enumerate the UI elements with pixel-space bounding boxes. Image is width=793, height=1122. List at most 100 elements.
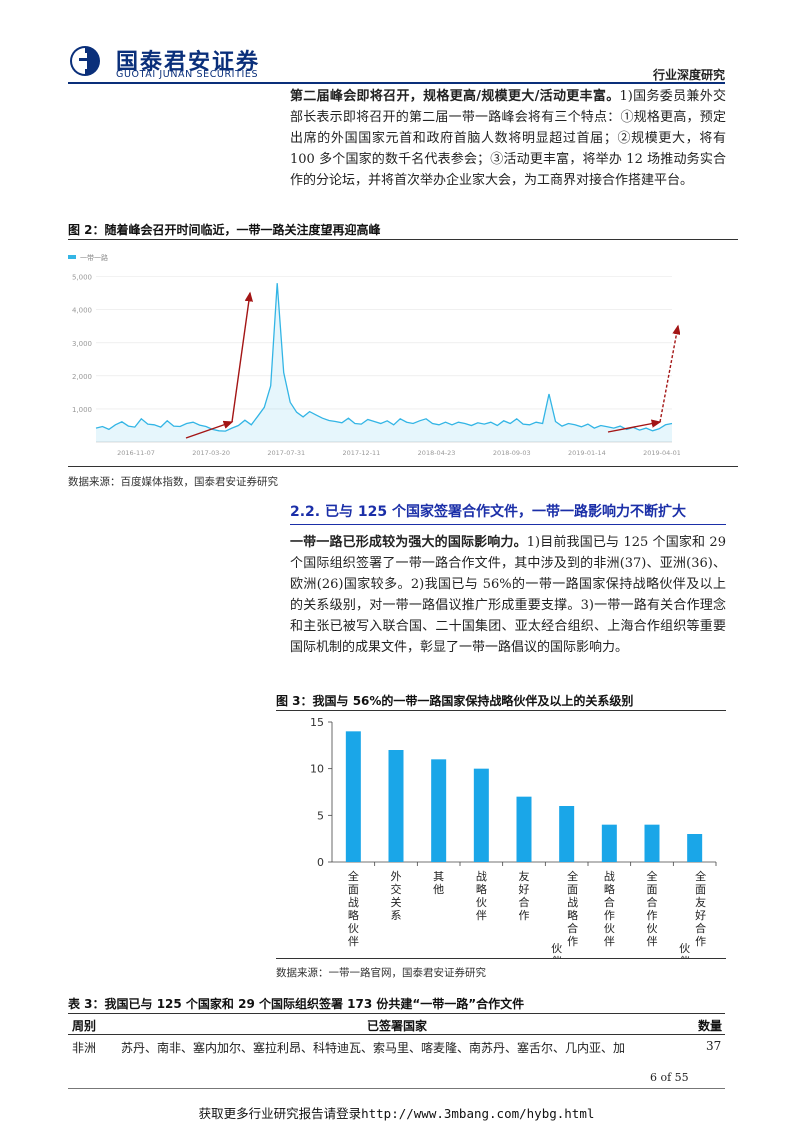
bar (473, 768, 489, 862)
svg-text:战: 战 (348, 896, 359, 909)
table3-title: 表 3：我国已与 125 个国家和 29 个国际组织签署 173 份共建“一带一… (68, 997, 525, 1011)
page-number: 6 of 55 (650, 1071, 689, 1084)
guotai-logo-icon (70, 46, 100, 76)
svg-text:伙: 伙 (348, 922, 359, 935)
svg-text:伙: 伙 (604, 922, 615, 935)
svg-text:作: 作 (604, 909, 615, 922)
svg-text:合: 合 (647, 895, 658, 909)
y-tick-label: 3,000 (72, 340, 92, 348)
table3-top-rule (68, 1013, 725, 1014)
x-tick-label: 2017-12-11 (343, 449, 381, 457)
svg-text:略: 略 (348, 908, 359, 922)
paragraph-influence: 一带一路已形成较为强大的国际影响力。1)目前我国已与 125 个国家和 29 个… (290, 532, 726, 658)
table-cell-count: 37 (706, 1039, 722, 1053)
bar (345, 731, 361, 862)
y-tick-label: 1,000 (72, 406, 92, 414)
table-cell-region: 非洲 (72, 1041, 97, 1055)
footer-divider (68, 1088, 725, 1089)
svg-text:合: 合 (567, 921, 578, 935)
table-header-countries: 已签署国家 (367, 1019, 428, 1033)
svg-text:面: 面 (647, 883, 658, 896)
svg-text:伴: 伴 (348, 935, 359, 948)
annotation-arrow-1 (185, 420, 234, 439)
svg-text:好: 好 (519, 882, 530, 896)
y-tick-label: 5,000 (72, 274, 92, 282)
svg-text:战: 战 (604, 870, 615, 883)
category-label: 全面战略合作伙伴 (551, 869, 578, 958)
svg-text:作: 作 (695, 935, 706, 948)
legend-label: 一带一路 (80, 253, 108, 262)
legend-swatch (68, 255, 76, 259)
svg-text:作: 作 (647, 909, 658, 922)
paragraph-summit: 第二届峰会即将召开，规格更高/规模更大/活动更丰富。1)国务委员兼外交部长表示即… (290, 86, 726, 191)
svg-text:他: 他 (433, 883, 444, 896)
y-tick-label: 2,000 (72, 373, 92, 381)
svg-text:外: 外 (391, 870, 402, 883)
logo-chinese-name: 国泰君安证券 (116, 50, 261, 75)
figure2-top-rule (68, 239, 738, 240)
svg-text:伙: 伙 (476, 896, 487, 909)
svg-text:伴: 伴 (476, 909, 487, 922)
svg-text:伙: 伙 (551, 942, 562, 955)
category-label: 全面友好合作伙伴 (679, 869, 706, 958)
svg-text:作: 作 (519, 909, 530, 922)
svg-text:其: 其 (433, 870, 444, 883)
figure3-top-rule (276, 710, 726, 711)
footer-link[interactable]: 获取更多行业研究报告请登录http://www.3mbang.com/hybg.… (198, 1106, 595, 1121)
figure2-gridlines (96, 276, 672, 443)
figure3-bottom-rule (276, 958, 726, 959)
svg-text:略: 略 (604, 882, 615, 896)
table-cell-countries: 苏丹、南非、塞内加尔、塞拉利昂、科特迪瓦、索马里、喀麦隆、南苏丹、塞舌尔、几内亚… (121, 1041, 626, 1055)
table3-header-rule (68, 1034, 725, 1035)
bar (601, 824, 617, 862)
svg-text:好: 好 (695, 908, 706, 922)
category-label: 战略伙伴 (476, 870, 487, 922)
figure2-source: 数据来源：百度媒体指数，国泰君安证券研究 (68, 476, 278, 488)
y-tick-label: 4,000 (72, 307, 92, 315)
report-type-label: 行业深度研究 (652, 68, 725, 82)
x-tick-label: 2017-03-20 (192, 449, 230, 457)
svg-text:伴: 伴 (551, 955, 562, 958)
svg-text:伙: 伙 (647, 922, 658, 935)
svg-text:作: 作 (567, 935, 578, 948)
svg-text:关: 关 (391, 895, 402, 909)
table-header-region: 周别 (72, 1019, 97, 1033)
svg-text:系: 系 (391, 909, 402, 922)
figure2-legend: 一带一路 (68, 253, 108, 262)
bar (516, 796, 532, 862)
svg-text:全: 全 (647, 869, 658, 883)
figure2-line-chart: 一带一路 1,000 2,000 3,000 4,000 5,000 2016-11-0… (68, 253, 680, 457)
svg-text:略: 略 (567, 908, 578, 922)
svg-text:伙: 伙 (679, 942, 690, 955)
y-tick-label: 0 (317, 856, 324, 869)
svg-text:面: 面 (567, 883, 578, 896)
paragraph-influence-body: 1)目前我国已与 125 个国家和 29 个国际组织签署了一带一路合作文件，其中… (290, 535, 726, 655)
svg-text:面: 面 (695, 883, 706, 896)
figure2-bottom-rule (68, 466, 738, 467)
figure3-bars (345, 731, 703, 862)
annotation-arrow-3 (607, 419, 662, 433)
svg-text:合: 合 (695, 921, 706, 935)
y-tick-label: 10 (310, 763, 324, 776)
header-divider (68, 82, 725, 84)
annotation-arrow-forecast (659, 324, 680, 423)
table-header-count: 数量 (698, 1019, 723, 1033)
x-tick-label: 2018-04-23 (418, 449, 456, 457)
svg-text:战: 战 (476, 870, 487, 883)
svg-text:合: 合 (604, 895, 615, 909)
x-tick-label: 2019-04-01 (643, 449, 680, 457)
svg-text:友: 友 (519, 869, 530, 883)
svg-text:伴: 伴 (604, 935, 615, 948)
bar (559, 806, 575, 862)
figure3-category-labels: 全面战略伙伴外交关系其他战略伙伴友好合作全面战略合作伙伴战略合作伙伴全面合作伙伴… (348, 869, 706, 958)
svg-text:友: 友 (695, 895, 706, 909)
paragraph-influence-lead: 一带一路已形成较为强大的国际影响力。 (290, 535, 527, 550)
section-heading-2-2: 2.2. 已与 125 个国家签署合作文件，一带一路影响力不断扩大 (290, 504, 686, 520)
bar (687, 834, 703, 862)
bar (644, 824, 660, 862)
